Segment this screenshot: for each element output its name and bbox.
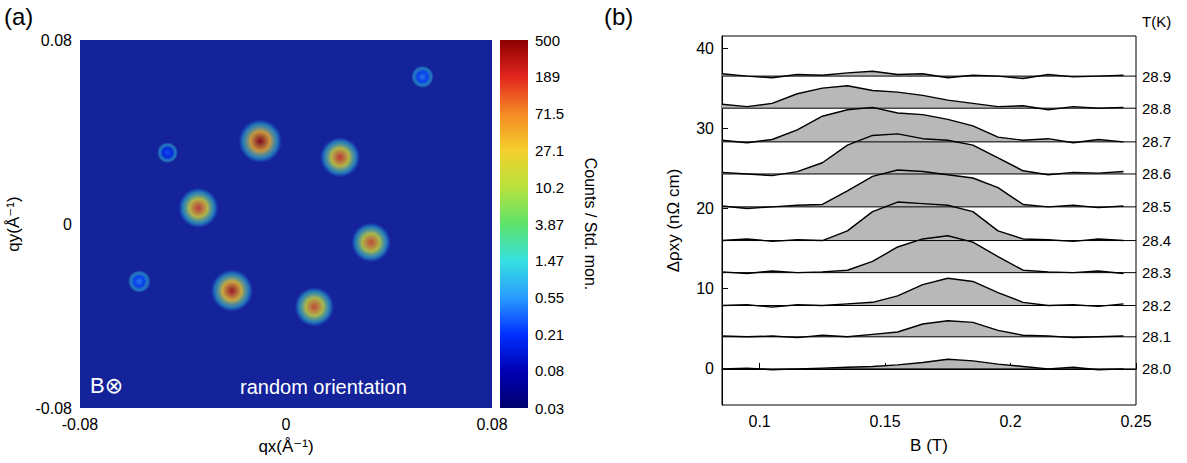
svg-text:0: 0 (282, 416, 291, 433)
svg-text:T(K): T(K) (1142, 13, 1171, 30)
svg-text:B (T): B (T) (910, 436, 948, 455)
svg-text:0.08: 0.08 (535, 362, 564, 379)
svg-text:0.21: 0.21 (535, 326, 564, 343)
svg-text:0.03: 0.03 (535, 400, 564, 417)
svg-text:28.7: 28.7 (1142, 133, 1171, 150)
svg-text:28.2: 28.2 (1142, 297, 1171, 314)
svg-text:0.15: 0.15 (870, 413, 901, 430)
svg-text:-0.08: -0.08 (36, 400, 73, 417)
svg-text:qy(Å⁻¹): qy(Å⁻¹) (4, 196, 23, 251)
svg-text:0.25: 0.25 (1120, 413, 1151, 430)
svg-text:(b): (b) (604, 3, 633, 30)
svg-text:random orientation: random orientation (240, 376, 407, 398)
svg-text:71.5: 71.5 (535, 105, 564, 122)
svg-text:0.2: 0.2 (999, 413, 1021, 430)
svg-text:28.3: 28.3 (1142, 264, 1171, 281)
svg-text:28.1: 28.1 (1142, 328, 1171, 345)
svg-text:500: 500 (535, 32, 560, 49)
svg-text:10.2: 10.2 (535, 179, 564, 196)
svg-text:qx(Å⁻¹): qx(Å⁻¹) (258, 437, 313, 456)
svg-text:-0.08: -0.08 (62, 416, 99, 433)
svg-text:0.55: 0.55 (535, 289, 564, 306)
svg-text:189: 189 (535, 68, 560, 85)
svg-text:0.1: 0.1 (749, 413, 771, 430)
svg-text:30: 30 (696, 120, 714, 137)
svg-text:0.08: 0.08 (41, 32, 72, 49)
svg-text:(a): (a) (4, 3, 33, 30)
svg-text:28.5: 28.5 (1142, 198, 1171, 215)
svg-text:0.08: 0.08 (476, 416, 507, 433)
svg-text:Counts / Std. mon.: Counts / Std. mon. (582, 158, 599, 291)
svg-text:28.4: 28.4 (1142, 232, 1171, 249)
svg-text:3.87: 3.87 (535, 216, 564, 233)
svg-text:1.47: 1.47 (535, 252, 564, 269)
svg-text:28.6: 28.6 (1142, 165, 1171, 182)
svg-text:28.8: 28.8 (1142, 100, 1171, 117)
svg-text:27.1: 27.1 (535, 142, 564, 159)
svg-text:B⊗: B⊗ (90, 373, 123, 398)
svg-text:10: 10 (696, 280, 714, 297)
svg-text:20: 20 (696, 200, 714, 217)
svg-text:Δρxy (nΩ cm): Δρxy (nΩ cm) (664, 169, 683, 273)
svg-text:0: 0 (63, 216, 72, 233)
svg-text:0: 0 (705, 360, 714, 377)
svg-text:40: 40 (696, 40, 714, 57)
svg-text:28.0: 28.0 (1142, 360, 1171, 377)
svg-text:28.9: 28.9 (1142, 68, 1171, 85)
